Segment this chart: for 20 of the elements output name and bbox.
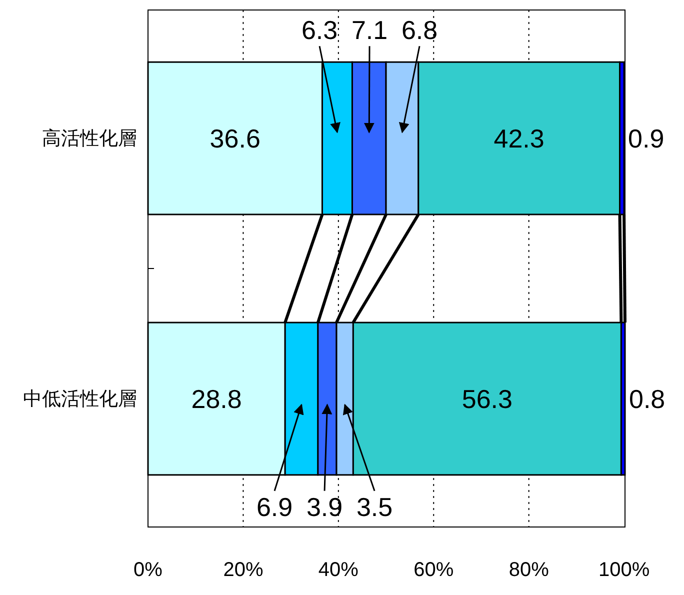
x-tick-label: 100%	[598, 559, 650, 581]
x-tick-label: 80%	[508, 559, 550, 581]
data-label: 0.9	[628, 123, 664, 154]
data-label: 56.3	[462, 384, 512, 414]
x-tick-label: 0%	[134, 559, 163, 581]
data-label: 3.9	[306, 492, 343, 522]
data-label: 42.3	[494, 123, 544, 154]
data-label: 6.3	[301, 15, 338, 46]
data-label: 6.9	[256, 492, 293, 522]
y-tick-label: 高活性化層	[42, 127, 137, 150]
x-tick-label: 20%	[223, 559, 264, 581]
data-label: 3.5	[356, 492, 393, 522]
data-label: 0.8	[629, 384, 666, 414]
x-tick-label: 60%	[414, 559, 454, 581]
y-tick-label: 中低活性化層	[23, 388, 137, 410]
data-label: 6.8	[401, 15, 438, 46]
data-label: 7.1	[351, 15, 388, 46]
x-tick-label: 40%	[318, 559, 359, 581]
data-label: 28.8	[191, 384, 242, 414]
data-label: 36.6	[210, 123, 260, 154]
